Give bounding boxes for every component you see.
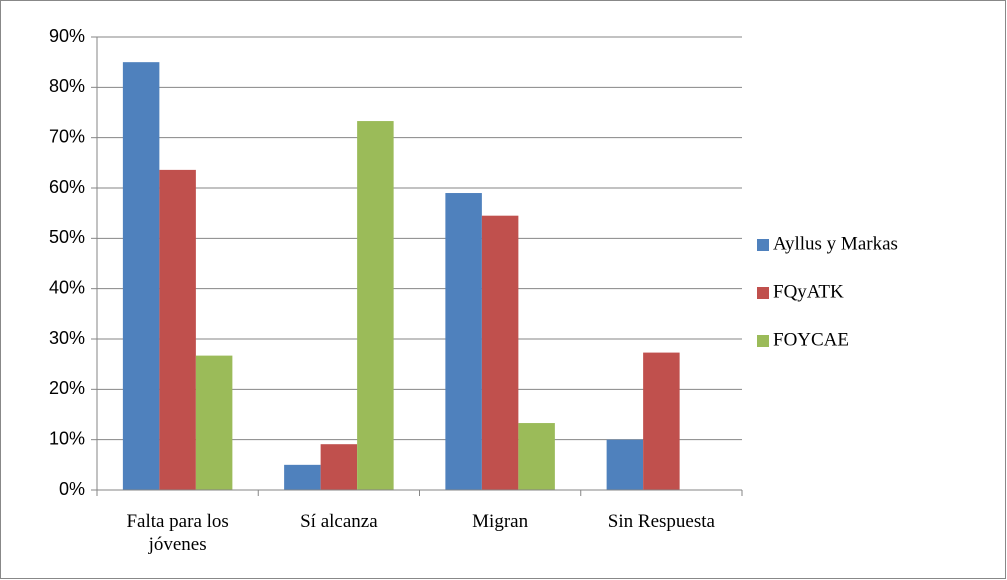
y-tick-label: 0% (59, 479, 85, 499)
bar (284, 464, 321, 490)
y-tick-label: 40% (49, 277, 85, 297)
legend-swatch (757, 335, 769, 347)
legend-label: FQyATK (773, 281, 844, 302)
x-tick-label: Migran (472, 511, 529, 532)
bar (606, 439, 644, 490)
y-tick-label: 50% (49, 227, 85, 247)
y-tick-label: 30% (49, 328, 85, 348)
legend-swatch (757, 239, 769, 251)
y-tick-label: 60% (49, 177, 85, 197)
legend-label: Ayllus y Markas (773, 233, 898, 254)
bar (518, 423, 555, 490)
y-tick-label: 80% (49, 76, 85, 96)
bar (195, 355, 233, 490)
bar (643, 352, 680, 490)
y-tick-label: 20% (49, 378, 85, 398)
bar (159, 169, 196, 490)
bar (357, 121, 394, 490)
y-tick-label: 70% (49, 126, 85, 146)
legend-swatch (757, 287, 769, 299)
bar (481, 215, 519, 490)
y-tick-label: 90% (49, 26, 85, 46)
bar (445, 193, 482, 491)
x-tick-label: Sí alcanza (300, 511, 378, 532)
x-tick-label: Falta para los jóvenes (126, 511, 229, 555)
bar (122, 62, 160, 491)
bar (320, 444, 358, 490)
legend-label: FOYCAE (773, 329, 849, 350)
x-tick-label: Sin Respuesta (607, 511, 715, 532)
y-tick-label: 10% (49, 428, 85, 448)
